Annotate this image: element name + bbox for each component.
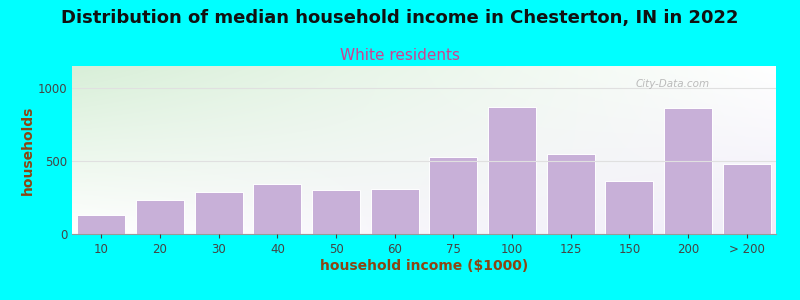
Bar [546, 154, 594, 234]
Bar [78, 215, 126, 234]
Bar [664, 108, 712, 234]
Bar [722, 164, 770, 234]
Bar [488, 107, 536, 234]
Bar [194, 192, 242, 234]
Bar [312, 190, 360, 234]
Bar [136, 200, 184, 234]
Bar [430, 157, 478, 234]
X-axis label: household income ($1000): household income ($1000) [320, 259, 528, 273]
Y-axis label: households: households [21, 105, 34, 195]
Bar [606, 182, 654, 234]
Text: White residents: White residents [340, 48, 460, 63]
Bar [254, 184, 302, 234]
Text: City-Data.com: City-Data.com [635, 80, 710, 89]
Bar [370, 189, 418, 234]
Text: Distribution of median household income in Chesterton, IN in 2022: Distribution of median household income … [62, 9, 738, 27]
